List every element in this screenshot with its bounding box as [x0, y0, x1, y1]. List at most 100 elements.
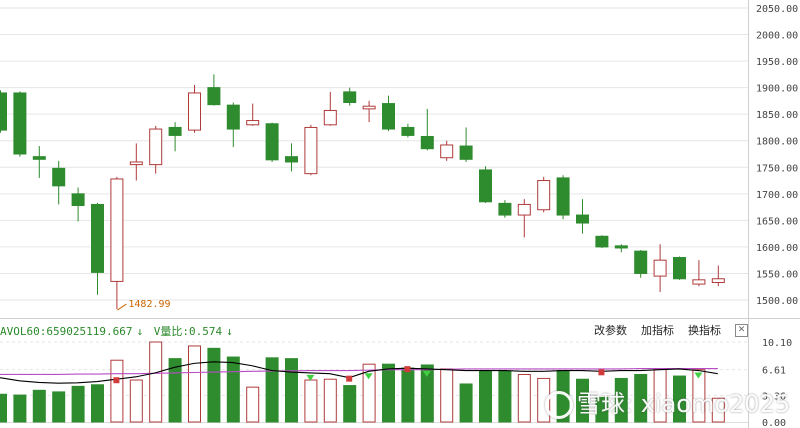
price-tick-label: 1600.00: [756, 243, 798, 254]
signal-up-icon: [598, 369, 605, 376]
low-annotation-label: 1482.99: [128, 299, 170, 310]
candle-body: [556, 177, 570, 216]
volume-bar: [110, 359, 124, 423]
volume-bar: [226, 356, 240, 423]
volume-bar: [265, 357, 279, 423]
signal-up-icon: [113, 377, 120, 384]
candle-body: [110, 178, 124, 282]
signal-down-icon: [422, 370, 431, 377]
volume-bar: [711, 397, 725, 423]
candle-body: [32, 156, 46, 160]
candle-body: [440, 144, 454, 159]
volume-bar: [440, 368, 454, 423]
candle-body: [479, 169, 492, 203]
price-tick-label: 1650.00: [756, 216, 798, 227]
candle-body: [459, 145, 473, 160]
signal-up-icon: [404, 366, 411, 373]
volume-legend: AVOL60:659025119.667 ↓ V量比:0.574 ↓: [0, 323, 237, 339]
volume-bar: [498, 370, 512, 423]
volume-bar: [52, 391, 66, 423]
candle-body: [614, 245, 628, 249]
candle-body: [129, 161, 143, 166]
signal-up-icon: [346, 375, 353, 382]
volume-bar: [323, 378, 337, 423]
volume-bar: [634, 373, 648, 423]
price-tick-label: 1700.00: [756, 190, 798, 201]
volume-bar: [32, 389, 46, 423]
avol-value: AVOL60:659025119.667: [0, 325, 133, 338]
volume-bar: [537, 377, 551, 423]
candle-body: [323, 109, 337, 126]
volume-bar: [653, 368, 667, 423]
volume-bar: [382, 363, 395, 423]
signal-down-icon: [306, 374, 315, 381]
candle-body: [13, 92, 27, 155]
price-tick-label: 1950.00: [756, 57, 798, 68]
candle-body: [634, 250, 648, 274]
volume-tick-label: 3.36: [762, 391, 786, 402]
volume-bar: [692, 369, 706, 423]
volume-bar: [246, 386, 260, 423]
price-tick-label: 1750.00: [756, 163, 798, 174]
signal-down-icon: [364, 373, 373, 380]
candle-body: [653, 259, 667, 277]
volume-bar: [188, 345, 201, 423]
candle-body: [673, 257, 686, 280]
swap-indicator-button[interactable]: 换指标: [688, 324, 721, 337]
candle-body: [226, 104, 240, 130]
low-annotation-pointer: [117, 303, 127, 311]
price-tick-label: 1900.00: [756, 84, 798, 95]
candle-body: [343, 91, 357, 104]
volume-bar: [91, 384, 104, 423]
volume-bar: [556, 370, 570, 423]
volume-bar: [343, 385, 357, 423]
volume-bar: [673, 375, 686, 423]
price-tick-label: 2050.00: [756, 4, 798, 15]
price-tick-label: 2000.00: [756, 31, 798, 42]
candle-body: [149, 128, 163, 166]
candle-body: [285, 156, 298, 163]
volume-tick-label: 10.10: [762, 338, 792, 349]
indicator-toolbar: 改参数 加指标 换指标 ✕: [594, 322, 748, 338]
volume-bar: [459, 383, 473, 423]
vratio-value: V量比:0.574: [153, 325, 223, 338]
signal-down-icon: [694, 372, 703, 379]
volume-bar: [517, 373, 531, 423]
volume-bar: [595, 396, 609, 423]
candle-body: [91, 203, 104, 273]
volume-bar: [401, 367, 415, 423]
volume-bar: [304, 379, 318, 423]
volume-bar: [285, 358, 298, 423]
volume-bar: [0, 393, 7, 423]
candle-body: [692, 279, 706, 285]
price-tick-label: 1850.00: [756, 110, 798, 121]
vratio-arrow-icon: ↓: [226, 325, 233, 338]
volume-tick-label: 6.61: [762, 366, 786, 377]
candle-body: [576, 214, 589, 224]
candle-body: [595, 235, 609, 248]
candle-body: [304, 126, 318, 175]
candle-body: [382, 103, 395, 130]
price-tick-label: 1500.00: [756, 296, 798, 307]
candle-body: [207, 87, 221, 106]
candle-body: [52, 167, 66, 187]
candle-body: [246, 120, 260, 126]
add-indicator-button[interactable]: 加指标: [641, 324, 674, 337]
candle-body: [362, 105, 376, 110]
chart-bg: [0, 0, 748, 428]
avol-arrow-icon: ↓: [136, 325, 144, 338]
volume-tick-label: 0.00: [762, 418, 786, 428]
volume-bar: [362, 363, 376, 423]
candle-body: [0, 92, 7, 131]
close-icon[interactable]: ✕: [735, 323, 748, 337]
volume-bar: [13, 394, 27, 423]
candle-body: [168, 126, 182, 136]
volume-bar: [168, 358, 182, 423]
change-params-button[interactable]: 改参数: [594, 324, 627, 337]
candle-body: [401, 126, 415, 136]
volume-bar: [149, 341, 163, 423]
candle-body: [420, 135, 434, 150]
volume-bar: [614, 377, 628, 423]
volume-bar: [576, 378, 589, 423]
